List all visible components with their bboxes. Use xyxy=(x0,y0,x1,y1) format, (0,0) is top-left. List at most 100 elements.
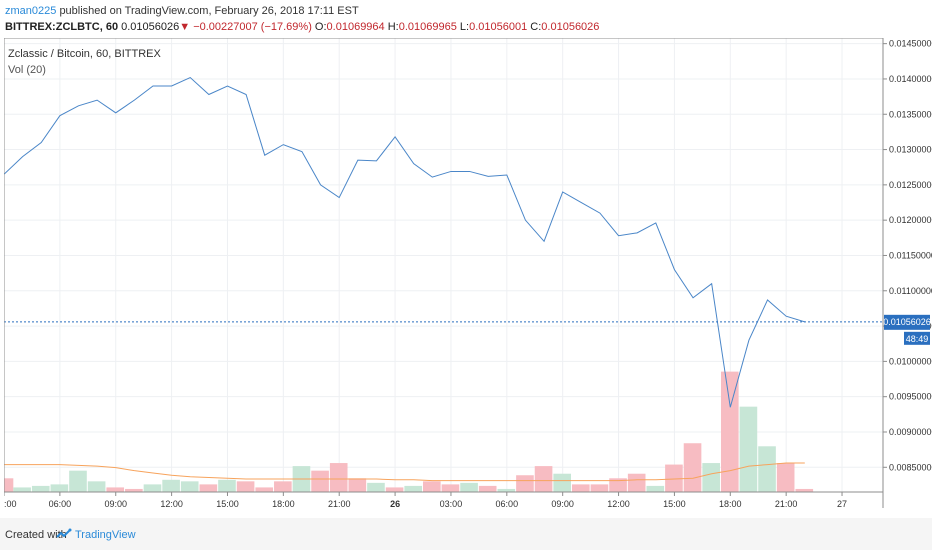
price-change: −0.00227007 (−17.69%) xyxy=(193,21,312,33)
header: zman0225 published on TradingView.com, F… xyxy=(0,0,932,38)
volume-bar xyxy=(478,485,497,492)
y-tick-label: 0.01350000 xyxy=(889,109,932,119)
x-tick-label: 06:00 xyxy=(49,499,72,509)
close-label: C: xyxy=(530,21,542,33)
volume-bar xyxy=(4,478,14,492)
volume-bar xyxy=(106,487,125,492)
volume-ma-line xyxy=(4,462,805,482)
open-label: O: xyxy=(314,21,327,33)
volume-bar xyxy=(162,479,180,492)
x-tick-label: 18:00 xyxy=(719,499,742,509)
y-tick-label: 0.00950000 xyxy=(889,392,932,402)
volume-bar xyxy=(720,371,739,492)
volume-bar xyxy=(590,484,609,492)
volume-bar xyxy=(423,481,441,492)
tradingview-logo-icon xyxy=(56,528,72,538)
ohlc-line: BITTREX:ZCLBTC, 60 0.01056026▼ −0.002270… xyxy=(5,21,599,33)
y-tick-label: 0.01100000 xyxy=(889,286,932,296)
created-with-text: Created with xyxy=(5,529,67,541)
last-price-badge xyxy=(884,314,930,330)
volume-bar xyxy=(274,481,292,492)
y-tick-label: 0.01450000 xyxy=(889,39,932,49)
x-tick-label: :00 xyxy=(4,499,17,509)
volume-bar xyxy=(776,463,795,492)
x-tick-label: 12:00 xyxy=(160,499,183,509)
tradingview-link[interactable]: TradingView xyxy=(75,529,136,541)
volume-bar xyxy=(31,485,50,492)
volume-bars xyxy=(4,371,814,492)
x-tick-label: 09:00 xyxy=(551,499,574,509)
volume-bar xyxy=(404,485,423,492)
low-label: L: xyxy=(459,21,470,33)
volume-bar xyxy=(646,485,665,492)
high-label: H: xyxy=(387,21,399,33)
y-tick-label: 0.01150000 xyxy=(889,250,932,260)
y-tick-label: 0.01400000 xyxy=(889,74,932,84)
x-tick-label: 15:00 xyxy=(216,499,239,509)
x-tick-label: 09:00 xyxy=(104,499,127,509)
time-axis[interactable]: :00 06:00 09:00 12:00 15:00 18:00 21:00 26 03:00… xyxy=(3,492,847,509)
last-price-badge-text: 0.01056026 xyxy=(883,317,931,327)
volume-bar xyxy=(702,463,720,492)
volume-bar xyxy=(683,443,702,492)
volume-bar xyxy=(739,406,758,492)
volume-bar xyxy=(571,484,590,492)
x-tick-label: 12:00 xyxy=(607,499,630,509)
price-badges: 0.01056026 48:49 xyxy=(883,314,931,345)
y-tick-label: 0.01000000 xyxy=(889,356,932,366)
x-tick-label: 03:00 xyxy=(440,499,463,509)
x-tick-label: 18:00 xyxy=(272,499,295,509)
down-arrow-icon: ▼ xyxy=(179,21,191,33)
volume-bar xyxy=(329,463,348,492)
countdown-badge xyxy=(904,331,930,345)
volume-bar xyxy=(69,470,87,492)
volume-bar xyxy=(13,487,31,492)
countdown-badge-text: 48:49 xyxy=(906,334,929,344)
x-tick-label: 21:00 xyxy=(775,499,798,509)
volume-bar xyxy=(199,484,218,492)
low-value: 0.01056001 xyxy=(469,21,528,33)
y-tick-label: 0.01300000 xyxy=(889,145,932,155)
volume-bar xyxy=(497,488,516,492)
volume-bar xyxy=(50,484,69,492)
volume-bar xyxy=(441,484,460,492)
x-tick-label: 27 xyxy=(837,499,847,509)
chart-area[interactable]: 0.01450000 0.01400000 0.01350000 0.01300000… xyxy=(3,37,932,518)
volume-bar xyxy=(143,484,162,492)
volume-bar xyxy=(311,470,329,492)
y-tick-label: 0.01250000 xyxy=(889,180,932,190)
volume-legend: Vol (20) xyxy=(8,64,46,76)
volume-bar xyxy=(218,479,236,492)
volume-bar xyxy=(795,488,814,492)
volume-bar xyxy=(609,478,627,492)
volume-bar xyxy=(367,482,385,492)
footer: Created with TradingView xyxy=(0,518,932,550)
volume-bar xyxy=(255,487,274,492)
y-tick-label: 0.00850000 xyxy=(889,462,932,472)
volume-bar xyxy=(236,481,255,492)
last-price: 0.01056026 xyxy=(121,21,180,33)
username-link[interactable]: zman0225 xyxy=(5,5,57,17)
volume-bar xyxy=(516,475,534,492)
x-tick-label: 06:00 xyxy=(496,499,519,509)
volume-bar xyxy=(348,478,367,492)
volume-bar xyxy=(553,473,571,492)
volume-bar xyxy=(125,488,143,492)
symbol-label: BITTREX:ZCLBTC, 60 xyxy=(5,21,119,33)
x-tick-label: 21:00 xyxy=(328,499,351,509)
y-tick-label: 0.00900000 xyxy=(889,427,932,437)
volume-bar xyxy=(534,466,553,492)
x-tick-label: 15:00 xyxy=(663,499,686,509)
volume-bar xyxy=(665,464,683,492)
volume-bar xyxy=(758,446,776,492)
volume-bar xyxy=(460,482,478,492)
open-value: 0.01069964 xyxy=(326,21,385,33)
price-axis[interactable]: 0.01450000 0.01400000 0.01350000 0.01300000… xyxy=(883,39,932,473)
x-tick-label: 26 xyxy=(390,499,400,509)
close-value: 0.01056026 xyxy=(541,21,600,33)
publish-line: zman0225 published on TradingView.com, F… xyxy=(5,5,359,17)
price-line xyxy=(3,76,805,408)
price-chart[interactable]: 0.01450000 0.01400000 0.01350000 0.01300000… xyxy=(3,37,932,518)
y-tick-label: 0.01200000 xyxy=(889,215,932,225)
published-text: published on TradingView.com, February 2… xyxy=(59,5,359,17)
